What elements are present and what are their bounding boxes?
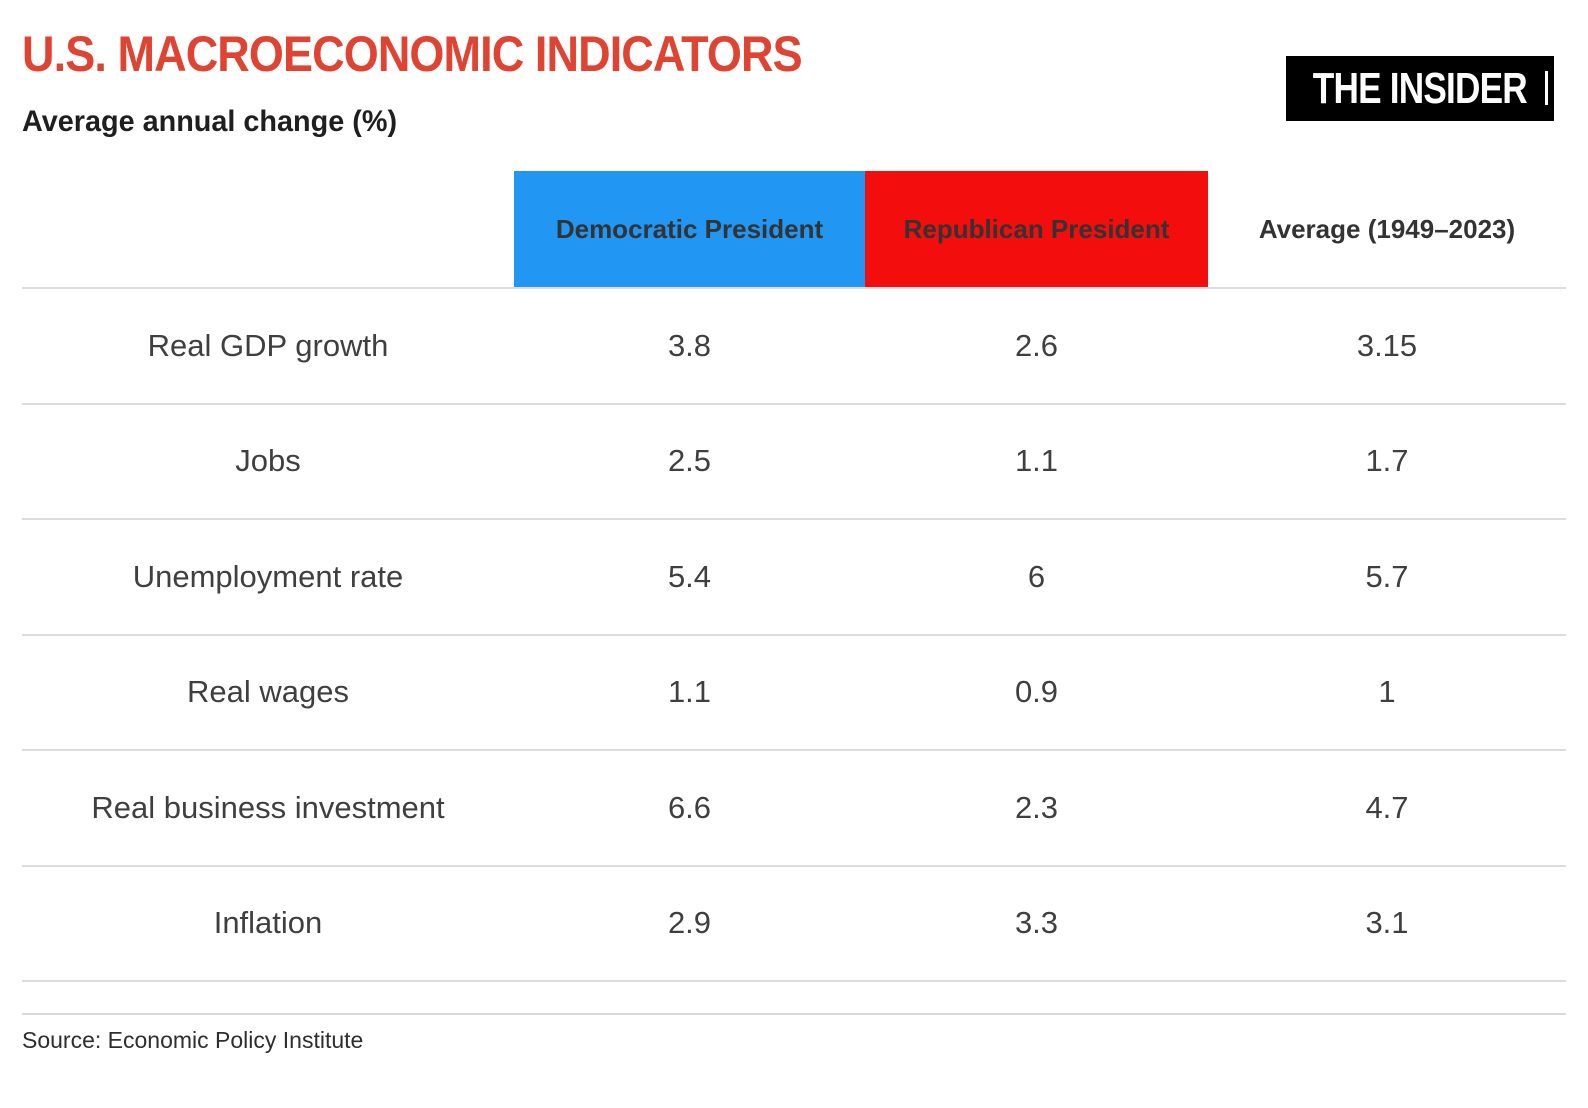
corner-cell [22, 171, 514, 287]
logo-cursor-bar [1545, 71, 1548, 105]
cell-value: 3.3 [1014, 905, 1059, 941]
table-row: Real business investment 6.6 2.3 4.7 [22, 749, 1566, 865]
cell-value: 5.4 [667, 558, 712, 594]
cell-value: 3.15 [1356, 327, 1418, 363]
page-subtitle: Average annual change (%) [22, 105, 398, 138]
cell-value: 2.3 [1014, 789, 1059, 825]
cell-value: 3.8 [667, 327, 712, 363]
row-label: Real GDP growth [147, 327, 389, 363]
cell-value: 1.1 [667, 674, 712, 710]
indicators-table: Democratic President Republican Presiden… [22, 171, 1566, 982]
row-label: Real wages [187, 674, 349, 710]
table-row: Unemployment rate 5.4 6 5.7 [22, 518, 1566, 634]
cell-value: 3.1 [1365, 905, 1409, 941]
cell-value: 1.7 [1365, 443, 1409, 479]
row-label: Real business investment [91, 789, 445, 825]
page-title: U.S. MACROECONOMIC INDICATORS [22, 26, 803, 82]
cell-value: 0.9 [1014, 674, 1059, 710]
cell-value: 2.9 [667, 905, 712, 941]
cell-value: 4.7 [1365, 789, 1409, 825]
cell-value: 1 [1378, 674, 1396, 710]
cell-value: 2.6 [1014, 327, 1059, 363]
row-label: Inflation [213, 905, 323, 941]
table-header-row: Democratic President Republican Presiden… [22, 171, 1566, 287]
table-row: Real wages 1.1 0.9 1 [22, 633, 1566, 750]
footer-divider [22, 1013, 1566, 1015]
cell-value: 6.6 [667, 789, 712, 825]
source-note: Source: Economic Policy Institute [22, 1027, 364, 1053]
row-label: Jobs [235, 443, 301, 479]
table-body: Real GDP growth 3.8 2.6 3.15 Jobs 2.5 1.1 1.7 Un… [22, 287, 1566, 982]
the-insider-logo: THE INSIDER [1286, 56, 1554, 121]
table-row: Inflation 2.9 3.3 3.1 [22, 864, 1566, 981]
logo-text: THE INSIDER [1312, 63, 1528, 113]
cell-value: 1.1 [1014, 443, 1059, 479]
table-row: Real GDP growth 3.8 2.6 3.15 [22, 287, 1566, 403]
column-header-average: Average (1949–2023) [1258, 213, 1516, 244]
table-row: Jobs 2.5 1.1 1.7 [22, 402, 1566, 519]
row-label: Unemployment rate [132, 558, 404, 594]
cell-value: 2.5 [667, 443, 712, 479]
column-header-democratic: Democratic President [514, 171, 865, 287]
cell-value: 5.7 [1365, 558, 1409, 594]
infographic-page: U.S. MACROECONOMIC INDICATORS THE INSIDE… [0, 28, 1588, 1054]
cell-value: 6 [1027, 558, 1046, 594]
column-header-republican: Republican President [865, 171, 1208, 287]
